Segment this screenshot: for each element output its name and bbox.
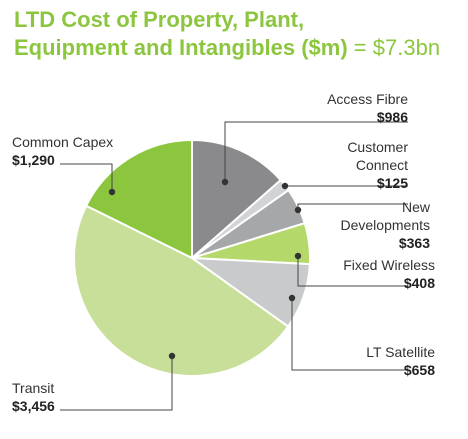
leader-dot-transit xyxy=(168,352,176,360)
slice-label-common-capex: Common Capex xyxy=(12,134,113,150)
pie-slice-common-capex xyxy=(84,138,193,260)
slice-value-common-capex: $1,290 xyxy=(12,152,55,168)
leader-dot-lt-satellite xyxy=(288,294,296,302)
slice-value-transit: $3,456 xyxy=(12,398,55,414)
leader-line-new-developments xyxy=(297,203,408,210)
chart-title: LTD Cost of Property, Plant, Equipment a… xyxy=(14,6,464,62)
pie-slice-transit xyxy=(73,204,290,377)
chart-title-line1: LTD Cost of Property, Plant, xyxy=(14,7,305,32)
leader-dot-common-capex xyxy=(108,188,116,196)
slice-value-lt-satellite: $658 xyxy=(404,362,435,378)
leader-dot-customer-connect xyxy=(281,182,289,190)
chart-total: = $7.3bn xyxy=(347,35,441,60)
chart-title-line2: Equipment and Intangibles ($m) xyxy=(14,35,348,60)
slice-label-new-developments: New xyxy=(402,199,431,215)
slice-value-access-fibre: $986 xyxy=(377,109,408,125)
slice-label-customer-connect: Customer xyxy=(347,139,408,155)
leader-line-common-capex xyxy=(60,163,113,192)
leader-line-access-fibre xyxy=(224,121,408,182)
slice-value-new-developments: $363 xyxy=(399,235,430,251)
leader-dot-access-fibre xyxy=(221,178,229,186)
leader-line-lt-satellite xyxy=(291,298,408,371)
leader-line-transit xyxy=(60,356,173,411)
leader-line-fixed-wireless xyxy=(297,256,408,287)
leader-dot-new-developments xyxy=(294,206,302,214)
slice-label-new-developments: Developments xyxy=(341,217,431,233)
slice-label-access-fibre: Access Fibre xyxy=(327,91,408,107)
slice-label-lt-satellite: LT Satellite xyxy=(366,344,435,360)
leader-dot-fixed-wireless xyxy=(294,252,302,260)
slice-value-customer-connect: $125 xyxy=(377,175,408,191)
slice-label-transit: Transit xyxy=(12,380,54,396)
slice-label-customer-connect: Connect xyxy=(356,157,408,173)
slice-label-fixed-wireless: Fixed Wireless xyxy=(343,257,435,273)
slice-value-fixed-wireless: $408 xyxy=(404,275,435,291)
pie-slice-access-fibre xyxy=(191,138,283,261)
